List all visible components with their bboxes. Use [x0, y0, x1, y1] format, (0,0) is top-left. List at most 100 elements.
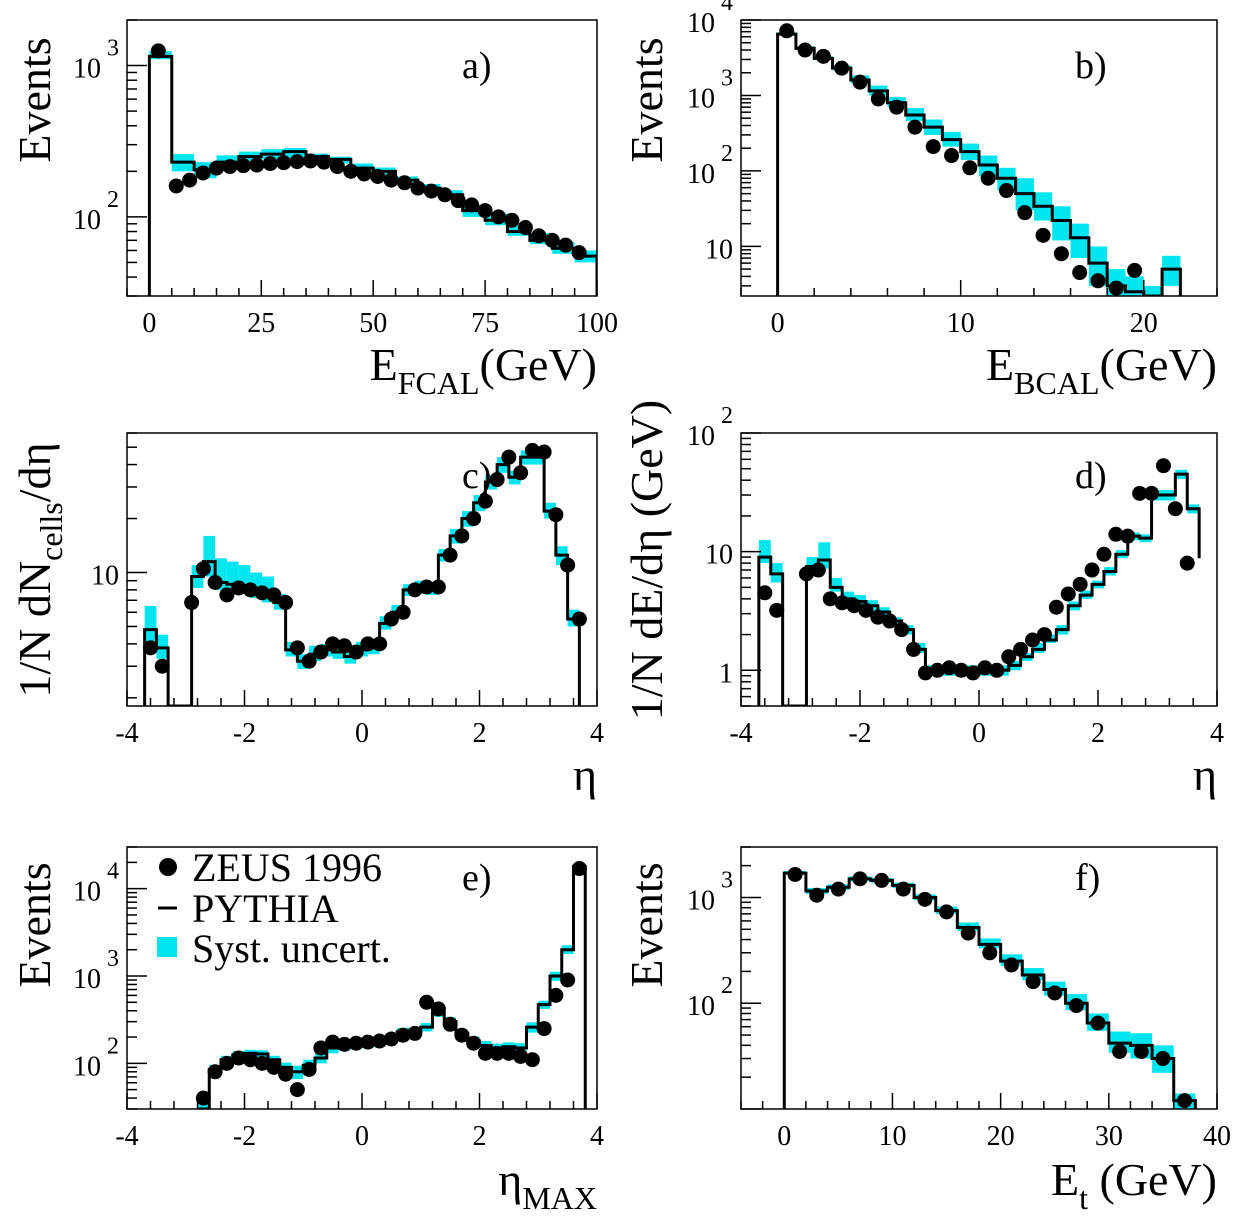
panel-f-ytick-label: 103 — [687, 867, 733, 916]
panel-d-ytick-base: 10 — [687, 421, 715, 452]
legend: ZEUS 1996 PYTHIA Syst. uncert. — [157, 845, 391, 971]
panel-f-data-point — [960, 925, 976, 941]
panel-c-data-point — [242, 582, 258, 598]
panel-b-band-bin — [1052, 206, 1071, 241]
panel-d-xlabel: η — [1193, 749, 1217, 800]
panel-b-data-point — [980, 170, 996, 186]
panel-d-data-point — [906, 641, 922, 657]
panel-d-data-point — [989, 662, 1005, 678]
panel-d-data-point — [810, 562, 826, 578]
panel-a-data-point — [504, 212, 520, 228]
panel-c-xtick-label: 2 — [473, 718, 487, 749]
panel-b-data-point — [1053, 246, 1069, 262]
panel-b-data-point — [834, 60, 850, 76]
panel-e-data-point — [407, 1025, 423, 1041]
panel-e-ytick-base: 10 — [73, 964, 101, 995]
panel-a-label: a) — [462, 45, 492, 87]
panel-b-ytick-exp: 3 — [721, 65, 733, 91]
panel-b-band-bin — [1143, 285, 1163, 296]
panel-d-ytick-label: 10 — [705, 540, 733, 571]
panel-e-data-point — [207, 1064, 223, 1080]
panel-d-data-point — [1060, 586, 1076, 602]
panel-a-data-point — [571, 245, 587, 261]
panel-d-data-point — [1096, 546, 1112, 562]
panel-b-data-point — [925, 139, 941, 155]
panel-c-data-point — [536, 444, 552, 460]
panel-a-data-point — [329, 159, 345, 175]
panel-f-data-point — [1155, 1051, 1171, 1067]
panel-f-xtick-label: 20 — [987, 1121, 1015, 1152]
panel-e-ylabel: Events — [9, 862, 60, 987]
panel-f-xlabel-sub: t — [1079, 1180, 1088, 1216]
panel-a-data-point — [195, 165, 211, 181]
panel-e-data-point — [301, 1061, 317, 1077]
panel-c-ylabel: 1/N dNcells/dη — [9, 442, 69, 697]
panel-a-data-point — [249, 157, 265, 173]
panel-c-xtick-label: 4 — [590, 718, 604, 749]
panel-e-xtick-label: -4 — [115, 1121, 138, 1152]
panel-a-data-point — [517, 220, 533, 236]
panel-f-data-point — [1133, 1043, 1149, 1059]
panel-c-data-point — [513, 465, 529, 481]
panel-e-label: e) — [462, 857, 492, 899]
panel-d-data-point — [1084, 562, 1100, 578]
panel-d-band-bin — [830, 577, 843, 592]
panel-e-data-point — [477, 1045, 493, 1061]
panel-e-data-point — [231, 1050, 247, 1066]
panel-f-data-point — [874, 872, 890, 888]
panel-d-data-point — [1036, 627, 1052, 643]
panel-f-ytick-base: 10 — [687, 991, 715, 1022]
panel-d-data-point — [917, 665, 933, 681]
panel-d-data-point — [822, 591, 838, 607]
panel-f-data-point — [1177, 1093, 1193, 1109]
panel-c-data-point — [442, 547, 458, 563]
panel-b-data-point — [852, 74, 868, 90]
panel-b-xtick-label: 0 — [771, 308, 785, 339]
panel-b-data-point — [815, 48, 831, 64]
panel-c-data-point — [395, 604, 411, 620]
panel-d-data-point — [858, 602, 874, 618]
panel-a-ylabel: Events — [9, 37, 60, 162]
panel-c-data-point — [266, 587, 282, 603]
panel-f-pythia-histogram — [782, 871, 1197, 1109]
panel-c-band-bin — [144, 606, 157, 644]
panel-a-data-point — [356, 166, 372, 182]
panel-b-data-point — [870, 91, 886, 107]
panel-c-data-point — [289, 640, 305, 656]
panel-d-data-point — [1001, 649, 1017, 665]
panel-b-data-point — [962, 160, 978, 176]
panel-d-data-point — [1048, 599, 1064, 615]
panel-d-data-point — [977, 660, 993, 676]
panel-f-data-point — [1090, 1015, 1106, 1031]
panel-a-ytick-exp: 3 — [107, 36, 119, 62]
panel-b-ylabel: Events — [621, 37, 672, 162]
panel-d-xtick-label: -2 — [848, 718, 871, 749]
panel-c-data-point — [383, 611, 399, 627]
panel-c-band-bin — [203, 535, 216, 577]
panel-c-band-bin — [215, 558, 227, 590]
panel-f-ytick-exp: 3 — [721, 867, 733, 893]
panel-c-data-point — [231, 580, 247, 596]
panel-a-data-point — [209, 160, 225, 176]
panel-c-data-point — [466, 511, 482, 527]
panel-d-data-point — [1167, 501, 1183, 517]
panel-b-band-bin — [1162, 255, 1181, 286]
panel-c-data-point — [501, 449, 517, 465]
panel-a-xlabel-suffix: (GeV) — [480, 339, 598, 390]
panel-e-xlabel: ηMAX — [498, 1154, 597, 1216]
panel-d-ylabel: 1/N dE/dη (GeV) — [621, 400, 672, 720]
panel-e-xtick-label: 2 — [473, 1121, 487, 1152]
panel-e-ytick-base: 10 — [73, 1051, 101, 1082]
panel-a-xlabel-sub: FCAL — [398, 365, 480, 401]
panel-c-data-point — [254, 585, 270, 601]
panel-c-data-point — [278, 595, 294, 611]
panel-f-data-point — [830, 881, 846, 897]
panel-e-xtick-label: 0 — [355, 1121, 369, 1152]
panel-e-ytick-exp: 4 — [107, 859, 119, 885]
panel-c-data-point — [548, 507, 564, 523]
